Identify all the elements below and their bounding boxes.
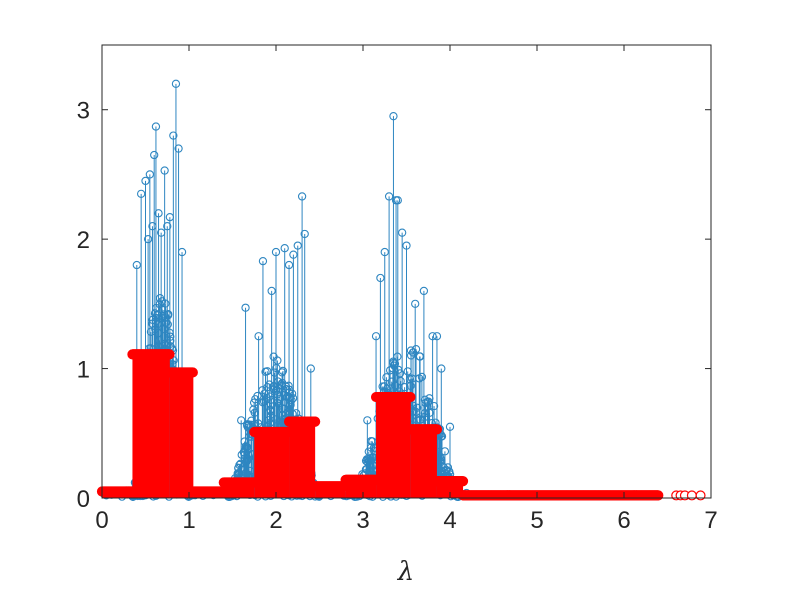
blue-peak-marker — [160, 166, 169, 175]
blue-fill-marker — [278, 366, 288, 376]
blue-peak-marker — [267, 286, 276, 296]
blue-peak-marker — [411, 299, 420, 309]
blue-peak-marker — [371, 332, 381, 341]
blue-peak-marker — [169, 131, 178, 140]
blue-peak-marker — [145, 170, 154, 179]
red-step-point — [653, 490, 664, 501]
blue-fill-marker — [415, 352, 424, 361]
blue-fill-marker — [400, 383, 409, 392]
blue-fill-marker — [161, 313, 170, 322]
blue-fill-marker — [234, 469, 243, 478]
blue-peak-marker — [163, 222, 172, 231]
red-step-point — [164, 349, 175, 360]
y-tick-label: 1 — [77, 357, 90, 384]
blue-peak-marker — [237, 416, 246, 425]
blue-fill-marker — [243, 421, 252, 431]
blue-peak-marker — [445, 422, 455, 431]
blue-peak-marker — [432, 332, 442, 341]
x-tick-labels: 0 1 2 3 4 5 6 7 — [95, 507, 717, 534]
x-tick-label: 6 — [617, 507, 630, 534]
red-step-block — [410, 429, 437, 498]
blue-fill-marker — [282, 392, 292, 402]
blue-fill-marker — [282, 385, 291, 394]
blue-peak-marker — [293, 241, 302, 250]
x-tick-label: 3 — [356, 507, 369, 534]
x-tick-label: 4 — [443, 507, 456, 534]
blue-fill-marker — [390, 359, 400, 368]
blue-peak-marker — [143, 234, 153, 244]
blue-peak-marker — [437, 364, 446, 373]
red-step-point — [457, 476, 469, 487]
blue-peak-marker — [389, 112, 398, 121]
blue-peak-marker — [136, 189, 146, 198]
blue-peak-marker — [280, 244, 289, 253]
red-step-block — [254, 431, 290, 498]
blue-peak-marker — [297, 192, 307, 201]
blue-fill-marker — [273, 390, 282, 399]
x-tick-label: 1 — [182, 507, 195, 534]
red-step-block — [132, 354, 170, 498]
blue-peak-marker — [151, 122, 161, 131]
blue-peak-marker — [258, 256, 268, 266]
blue-fill-marker — [439, 462, 448, 472]
blue-peak-marker — [384, 192, 394, 201]
blue-peak-marker — [254, 332, 263, 341]
blue-peak-marker — [380, 247, 389, 257]
blue-fill-marker — [361, 456, 371, 466]
red-step-point — [187, 367, 198, 378]
blue-peak-marker — [402, 241, 411, 250]
blue-peak-marker — [428, 332, 437, 341]
x-tick-label: 7 — [704, 507, 717, 534]
blue-fill-marker — [417, 372, 427, 382]
x-tick-label: 2 — [269, 507, 282, 534]
blue-peak-marker — [132, 260, 141, 270]
blue-fill-marker — [420, 395, 430, 404]
blue-fill-marker — [265, 392, 274, 401]
blue-peak-marker — [300, 229, 309, 239]
blue-fill-marker — [364, 454, 373, 464]
red-step-block — [315, 486, 346, 498]
red-step-block — [376, 397, 411, 498]
red-step-block — [169, 372, 194, 498]
blue-fill-marker — [408, 348, 418, 357]
axis-ticks — [101, 45, 712, 499]
blue-fill-marker — [253, 391, 262, 401]
x-axis-label: λ — [397, 557, 414, 587]
blue-peak-marker — [289, 250, 298, 259]
blue-peak-marker — [363, 416, 372, 425]
blue-peak-marker — [397, 228, 407, 237]
blue-peak-marker — [150, 150, 159, 160]
blue-fill-marker — [259, 397, 269, 406]
x-tick-label: 5 — [530, 507, 543, 534]
axes-box — [101, 44, 712, 499]
blue-peak-marker — [271, 247, 281, 257]
blue-fill-marker — [429, 401, 439, 411]
red-step-point — [405, 391, 416, 403]
y-tick-label: 3 — [77, 98, 90, 125]
blue-peak-marker — [174, 144, 183, 153]
blue-peak-marker — [393, 196, 402, 205]
blue-fill-marker — [406, 346, 416, 355]
blue-fill-marker — [261, 367, 270, 376]
blue-peak-marker — [154, 209, 163, 218]
blue-peak-marker — [306, 364, 315, 373]
y-tick-label: 2 — [77, 227, 90, 254]
blue-peak-marker — [419, 286, 429, 296]
y-tick-labels: 0 1 2 3 — [77, 98, 90, 513]
blue-fill-marker — [235, 460, 244, 470]
blue-fill-marker — [277, 368, 287, 377]
x-tick-label: 0 — [95, 507, 108, 534]
plot-area — [96, 79, 706, 501]
blue-peak-marker — [241, 303, 250, 312]
red-step-point — [431, 424, 443, 435]
y-tick-label: 0 — [77, 486, 90, 513]
red-step-point — [310, 416, 321, 427]
blue-fill-marker — [266, 405, 275, 414]
blue-peak-marker — [141, 176, 150, 186]
blue-peak-marker — [177, 247, 187, 257]
blue-peak-marker — [376, 273, 385, 283]
blue-peak-marker — [171, 79, 181, 88]
blue-peak-marker — [284, 260, 294, 270]
